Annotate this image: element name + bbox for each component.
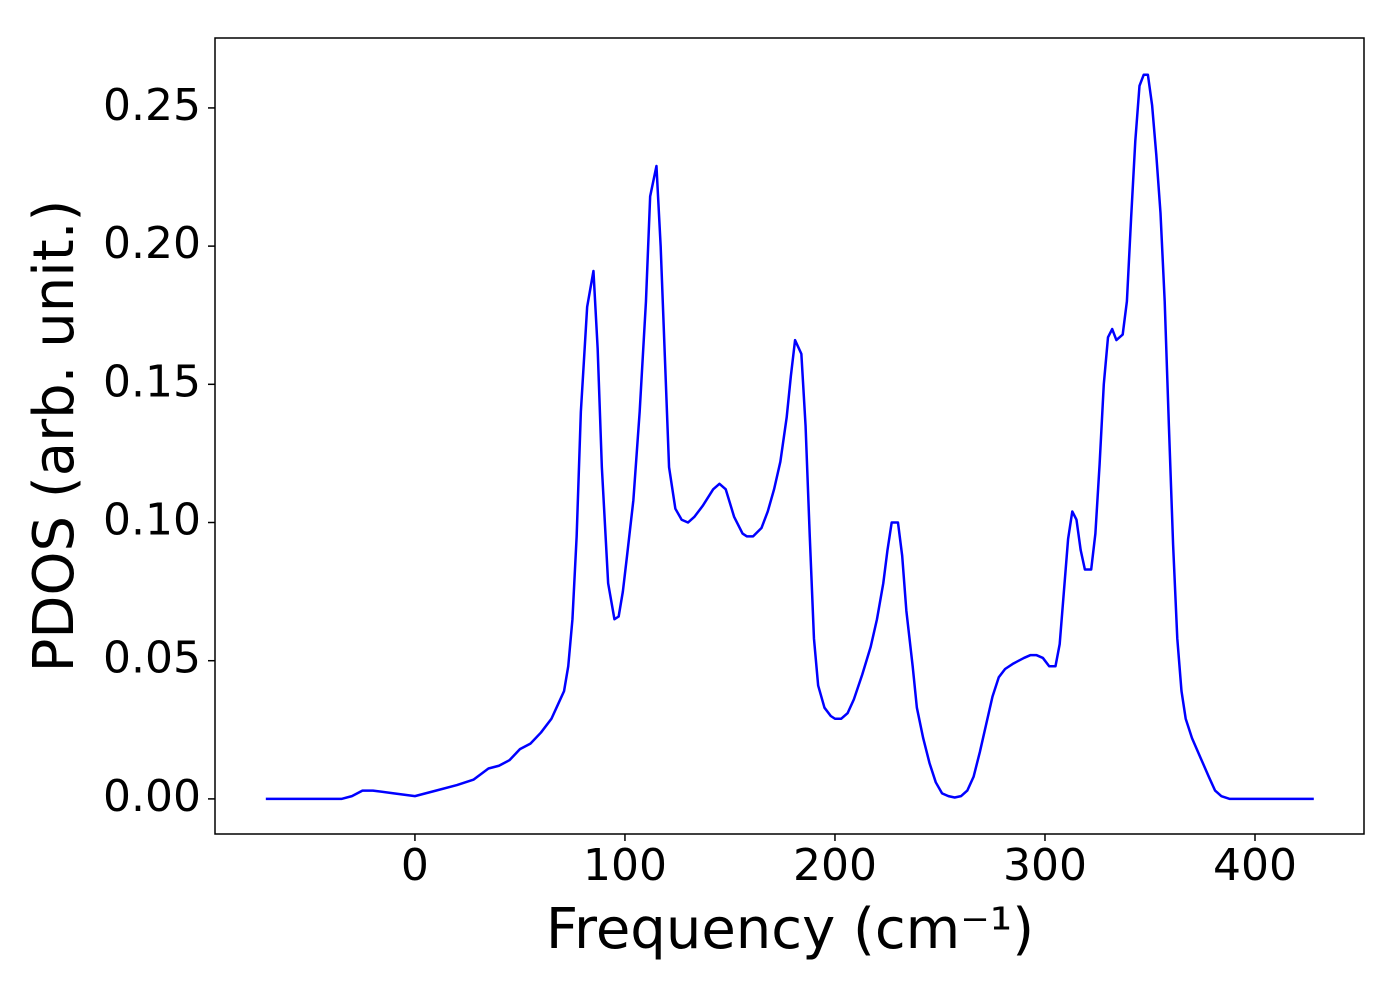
y-tick-label: 0.20: [103, 218, 201, 269]
y-tick-label: 0.15: [103, 356, 201, 407]
x-tick-label: 400: [1213, 840, 1297, 891]
plot-frame: [214, 37, 1365, 835]
y-tick-label: 0.25: [103, 80, 201, 131]
x-tick-label: 300: [1003, 840, 1087, 891]
x-axis-label: Frequency (cm⁻¹): [546, 897, 1034, 962]
x-tick-label: 100: [583, 840, 667, 891]
y-tick-label: 0.00: [103, 771, 201, 822]
x-tick-label: 200: [793, 840, 877, 891]
y-tick-label: 0.10: [103, 495, 201, 546]
data-line: [265, 73, 1314, 801]
x-tick-label: 0: [401, 840, 429, 891]
y-tick-label: 0.05: [103, 633, 201, 684]
y-axis-label: PDOS (arb. unit.): [22, 200, 87, 673]
